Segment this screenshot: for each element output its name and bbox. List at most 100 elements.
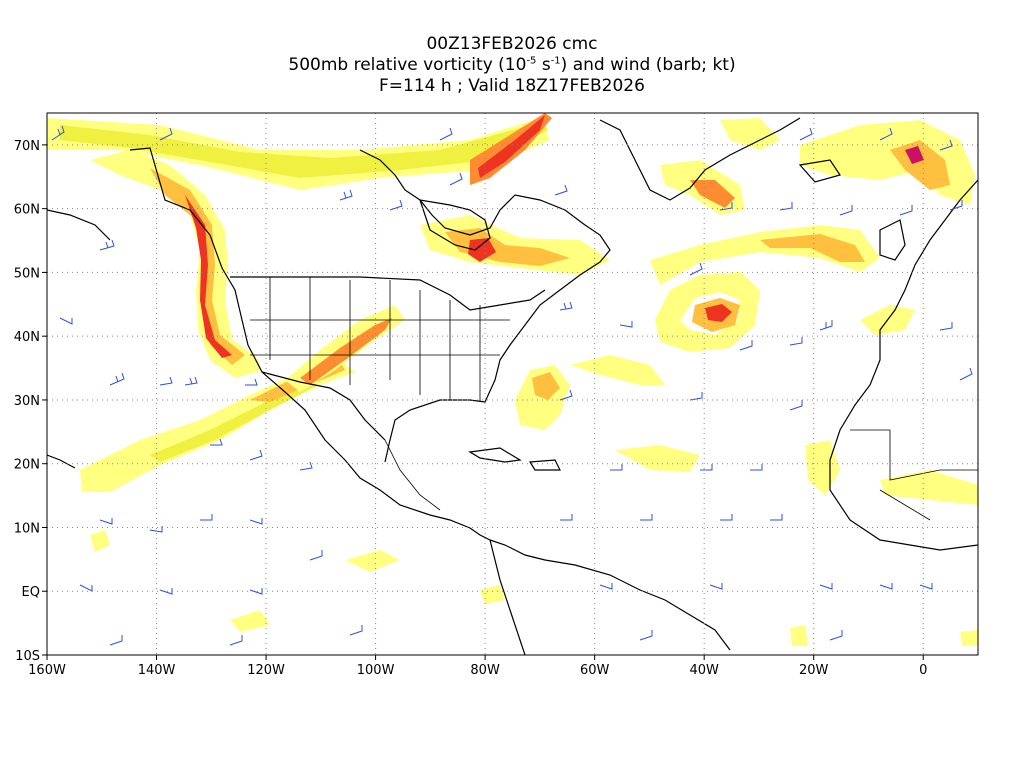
wind-barb [449,172,463,186]
title-line-2-mid: s [536,55,551,75]
title-line-1: 00Z13FEB2026 cmc [426,34,598,54]
us-canada-border [230,276,546,311]
wind-barb [159,588,173,595]
europe-africa-coast [829,179,978,551]
title-exp-2: -1 [550,55,561,67]
lat-tick-label: 50N [14,266,40,281]
lat-tick-label: 20N [14,458,40,473]
wind-barb [879,583,893,590]
vort-band-atlantic-cyclone [655,272,760,352]
wind-barb [59,317,73,325]
wind-barb [819,320,833,331]
wind-barb [249,449,263,461]
wind-barb [829,630,843,641]
wind-barb [939,139,953,151]
vorticity-shading [47,113,978,646]
north-america-coast [129,147,611,541]
wind-barb [249,518,263,525]
wind-barb [700,464,713,471]
wind-barb [149,526,163,533]
africa-borders [850,429,978,521]
wind-barb [640,514,653,521]
title-line-2-pre: 500mb relative vorticity (10 [288,55,527,75]
wind-barb [839,205,853,216]
lat-tick-label: 70N [14,139,40,154]
wind-barb [560,514,573,521]
lon-tick-label: 20W [799,663,829,678]
wind-barb [689,392,703,401]
wind-barb [299,461,313,471]
wind-barb [899,205,913,216]
wind-barb [770,514,783,521]
wind-barb [109,372,125,386]
wind-barb [200,514,213,521]
wind-barb [619,321,633,328]
wind-barb [919,583,933,590]
wind-barb [779,202,793,211]
cuba [468,447,522,463]
wind-barb [245,378,258,386]
wind-barb [349,625,363,636]
title-line-2-post: ) and wind (barb; kt) [560,55,736,75]
lon-tick-label: 80W [470,663,500,678]
wind-barb [879,127,893,141]
wind-barb [99,239,115,251]
wind-barb [249,588,263,595]
chart-title: 00Z13FEB2026 cmc 500mb relative vorticit… [0,34,1024,97]
us-state-lines [250,277,510,402]
latitude-tick-labels: 70N 60N 50N 40N 30N 20N 10N EQ 10S [14,139,47,664]
wind-barb [789,400,803,411]
plot-frame [46,112,979,656]
lat-tick-label: 30N [14,394,40,409]
wind-barb [819,583,833,590]
hudson-bay [419,199,491,251]
british-isles [879,219,906,261]
wind-barb [559,301,573,311]
mexico-central-america [384,439,441,511]
wind-barb [229,635,243,646]
alaska-coast [47,209,111,469]
title-line-2: 500mb relative vorticity (10-5 s-1) and … [0,55,1024,76]
wind-barb [739,340,753,351]
wind-barb [554,184,568,196]
wind-barb [719,202,733,211]
lon-tick-label: 40W [689,663,719,678]
lat-tick-label: 40N [14,330,40,345]
title-line-3: F=114 h ; Valid 18Z17FEB2026 [379,76,645,96]
gridlines [47,113,978,655]
wind-barb [51,125,65,141]
wind-barb [689,262,703,276]
wind-barbs [51,125,973,646]
wind-barb [610,464,623,471]
wind-barb [339,189,353,201]
wind-barb [959,367,973,381]
wind-barb [599,583,613,590]
lat-tick-label: EQ [22,585,40,600]
wind-barb [389,199,403,211]
vort-band-quebec [420,215,610,275]
title-exp-1: -5 [526,55,537,67]
vort-band-arctic [47,118,550,190]
south-america-coast [489,539,731,655]
wind-barb [210,438,223,446]
wind-barb [159,376,173,386]
us-mexico-border [261,371,386,441]
lat-tick-label: 10S [15,649,40,664]
wind-barb [720,514,733,521]
wind-barb [79,584,93,592]
lon-tick-label: 120W [247,663,285,678]
wind-barb [159,127,173,141]
wind-barb [309,550,323,561]
wind-barb [789,337,803,346]
wind-barb [559,389,573,401]
wind-barb [750,464,763,471]
lon-tick-label: 0 [919,663,927,678]
lon-tick-label: 160W [28,663,66,678]
iceland [798,159,841,183]
vort-band-westcoast [90,150,262,378]
lat-tick-label: 60N [14,203,40,218]
hispaniola [528,459,561,471]
wind-barb [949,200,963,211]
wind-barb [439,127,453,141]
